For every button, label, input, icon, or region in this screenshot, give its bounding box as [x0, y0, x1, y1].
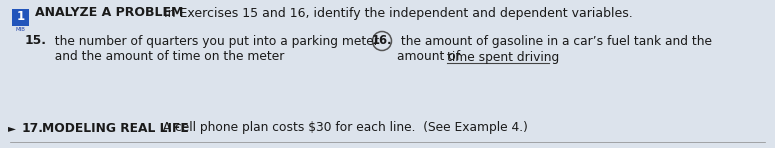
- Text: 1: 1: [16, 10, 25, 23]
- Text: MODELING REAL LIFE: MODELING REAL LIFE: [42, 122, 189, 135]
- Text: time spent driving: time spent driving: [447, 50, 560, 63]
- Text: the number of quarters you put into a parking meter: the number of quarters you put into a pa…: [47, 34, 379, 48]
- Text: ►: ►: [8, 123, 16, 133]
- Text: A cell phone plan costs $30 for each line.  (See Example 4.): A cell phone plan costs $30 for each lin…: [155, 122, 528, 135]
- Text: 17.: 17.: [22, 122, 44, 135]
- Text: ANALYZE A PROBLEM: ANALYZE A PROBLEM: [35, 7, 184, 20]
- Text: MIB: MIB: [16, 27, 26, 32]
- Text: and the amount of time on the meter: and the amount of time on the meter: [47, 50, 284, 63]
- Text: the amount of gasoline in a car’s fuel tank and the: the amount of gasoline in a car’s fuel t…: [397, 34, 712, 48]
- Text: amount of: amount of: [397, 50, 464, 63]
- Text: 16.: 16.: [372, 34, 392, 48]
- Text: 15.: 15.: [25, 34, 47, 48]
- FancyBboxPatch shape: [12, 9, 29, 26]
- Text: In Exercises 15 and 16, identify the independent and dependent variables.: In Exercises 15 and 16, identify the ind…: [156, 7, 632, 20]
